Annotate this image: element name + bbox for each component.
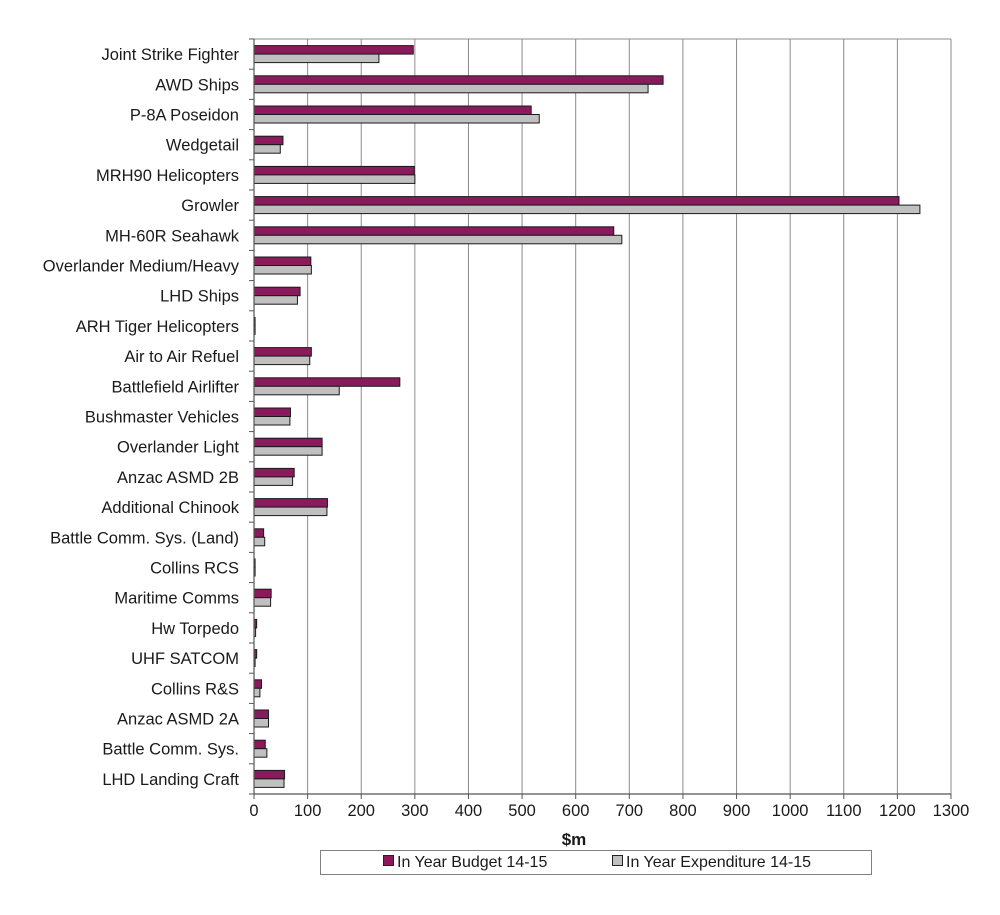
bar-budget xyxy=(253,588,272,599)
legend-item-expenditure: In Year Expenditure 14-15 xyxy=(612,854,811,872)
bar-expenditure xyxy=(253,476,294,486)
bar-budget xyxy=(253,75,664,85)
bar-expenditure xyxy=(253,295,298,305)
category-label: Additional Chinook xyxy=(101,499,239,517)
bar-budget xyxy=(253,286,301,297)
bar-expenditure xyxy=(253,536,266,547)
axes xyxy=(249,38,952,799)
plot-background xyxy=(254,39,951,794)
category-label: Battlefield Airlifter xyxy=(112,378,240,396)
bar-expenditure xyxy=(253,687,261,698)
bar-budget xyxy=(253,347,312,357)
bar-budget xyxy=(253,45,414,55)
category-label: AWD Ships xyxy=(155,76,239,94)
x-tick-label: 100 xyxy=(294,802,322,820)
category-label: ARH Tiger Helicopters xyxy=(76,318,239,336)
bar-expenditure xyxy=(253,53,380,64)
bar-budget xyxy=(253,679,263,689)
legend-label-budget: In Year Budget 14-15 xyxy=(397,854,548,871)
bar-budget xyxy=(253,709,269,719)
category-label: Battle Comm. Sys. xyxy=(102,741,239,759)
bar-budget xyxy=(253,769,286,780)
bar-budget xyxy=(253,256,312,266)
bar-expenditure xyxy=(253,748,268,758)
category-label: Overlander Light xyxy=(117,439,239,457)
bar-budget xyxy=(253,165,415,176)
x-tick-label: 800 xyxy=(669,802,697,820)
bar-expenditure xyxy=(253,778,285,788)
category-label: LHD Ships xyxy=(160,288,239,306)
x-tick-label: 1000 xyxy=(772,802,809,820)
bar-budget xyxy=(253,105,532,115)
category-label: Maritime Comms xyxy=(114,590,239,608)
bar-budget xyxy=(253,196,900,206)
bar-budget xyxy=(253,377,401,387)
bar-budget xyxy=(253,739,266,750)
x-tick-label: 1100 xyxy=(826,802,861,820)
x-tick-label: 1300 xyxy=(933,802,970,820)
bar-budget xyxy=(253,135,284,146)
category-label: Collins R&S xyxy=(151,680,239,698)
category-label: Anzac ASMD 2A xyxy=(117,711,239,729)
category-label: Collins RCS xyxy=(150,560,239,578)
category-label: Bushmaster Vehicles xyxy=(85,409,239,427)
category-label: Air to Air Refuel xyxy=(124,348,239,366)
category-label: Wedgetail xyxy=(166,137,239,155)
category-label: LHD Landing Craft xyxy=(102,771,239,789)
bar-expenditure xyxy=(253,718,269,728)
category-label: Overlander Medium/Heavy xyxy=(43,258,240,276)
x-tick-label: 1200 xyxy=(879,802,916,820)
bar-budget xyxy=(253,407,291,417)
bar-expenditure xyxy=(253,446,323,456)
x-tick-label: 600 xyxy=(562,802,590,820)
bar-expenditure xyxy=(253,234,623,245)
bar-budget xyxy=(253,498,328,508)
bar-expenditure xyxy=(253,174,416,184)
category-label: P-8A Poseidon xyxy=(130,107,239,125)
legend-item-budget: In Year Budget 14-15 xyxy=(383,854,547,872)
bar-budget xyxy=(253,528,265,538)
category-label: Hw Torpedo xyxy=(151,620,239,638)
legend: In Year Budget 14-15 In Year Expenditure… xyxy=(320,850,872,875)
category-labels: Joint Strike Fighter AWD Ships P-8A Poseid… xyxy=(43,46,240,789)
bar-expenditure xyxy=(253,597,272,607)
bar-expenditure xyxy=(253,83,649,94)
bar-expenditure xyxy=(253,144,281,154)
x-tick-label: 300 xyxy=(401,802,429,820)
x-tick-label: 0 xyxy=(249,802,258,820)
bar-expenditure xyxy=(253,506,328,517)
bar-expenditure xyxy=(253,355,311,366)
category-label: MH-60R Seahawk xyxy=(105,227,240,245)
x-tick-label: 200 xyxy=(347,802,375,820)
bar-expenditure xyxy=(253,265,312,275)
bars xyxy=(253,45,921,788)
bar-budget xyxy=(253,226,615,236)
category-label: Growler xyxy=(181,197,239,215)
bar-budget xyxy=(253,437,323,448)
x-tick-label: 900 xyxy=(723,802,751,820)
category-label: Battle Comm. Sys. (Land) xyxy=(50,529,239,547)
category-label: Anzac ASMD 2B xyxy=(117,469,239,487)
legend-swatch-expenditure xyxy=(612,855,623,866)
bar-expenditure xyxy=(253,385,340,396)
x-tick-label: 700 xyxy=(616,802,644,820)
bar-expenditure xyxy=(253,204,921,215)
category-label: UHF SATCOM xyxy=(131,650,239,668)
x-axis-title: $m xyxy=(562,830,587,849)
bar-budget xyxy=(253,467,295,478)
bar-expenditure xyxy=(253,416,291,426)
legend-swatch-budget xyxy=(383,855,394,866)
bar-expenditure xyxy=(253,114,540,124)
category-label: Joint Strike Fighter xyxy=(101,46,239,64)
legend-label-expenditure: In Year Expenditure 14-15 xyxy=(626,854,812,871)
x-tick-label: 400 xyxy=(455,802,483,820)
category-label: MRH90 Helicopters xyxy=(96,167,239,185)
x-tick-labels: 0 100 200 300 400 500 600 700 800 900 1000 1100 1200… xyxy=(249,802,969,820)
x-tick-label: 500 xyxy=(508,802,536,820)
